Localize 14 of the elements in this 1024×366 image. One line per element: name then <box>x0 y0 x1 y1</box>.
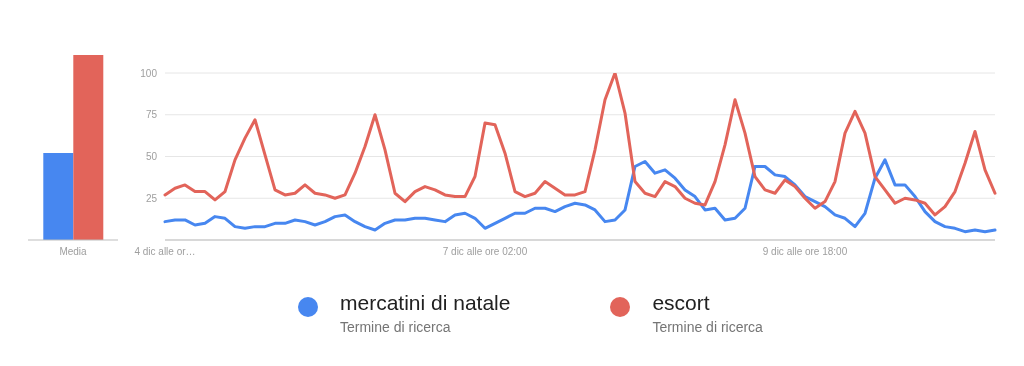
y-tick-label: 25 <box>145 192 158 204</box>
line-series <box>163 158 997 234</box>
x-tick-label: Media <box>59 246 88 258</box>
y-tick-label: 50 <box>145 151 158 163</box>
text: Termine di ricerca <box>340 319 452 335</box>
legend-label: escort <box>652 291 711 315</box>
x-tick-label: 9 dic alle ore 18:00 <box>762 246 848 258</box>
text: Termine di ricerca <box>652 319 763 335</box>
legend-label: mercatini di natale <box>340 291 511 315</box>
line-series <box>163 73 997 217</box>
y-tick-label: 75 <box>145 109 158 121</box>
y-tick-label: 100 <box>140 67 158 79</box>
x-tick-label: 7 dic alle ore 02:00 <box>442 246 528 258</box>
x-tick-label: 4 dic alle or… <box>134 246 196 258</box>
